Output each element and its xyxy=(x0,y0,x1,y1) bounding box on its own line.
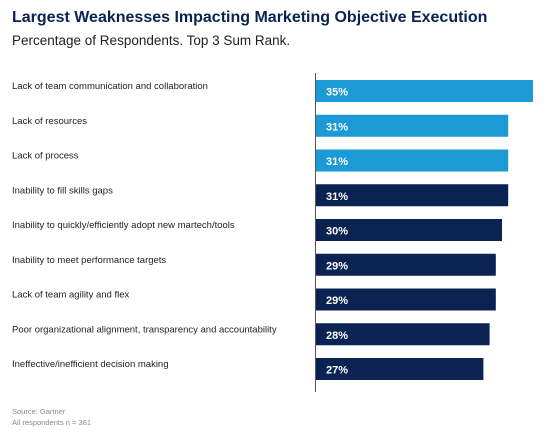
category-label: Lack of team communication and collabora… xyxy=(12,81,208,92)
chart-subtitle: Percentage of Respondents. Top 3 Sum Ran… xyxy=(12,33,291,48)
category-label: Ineffective/inefficient decision making xyxy=(12,359,169,370)
bar xyxy=(316,114,509,137)
bar-chart: Lack of team communication and collabora… xyxy=(12,73,533,392)
value-label: 31% xyxy=(326,121,348,133)
value-label: 35% xyxy=(326,87,348,99)
category-label: Lack of team agility and flex xyxy=(12,290,129,301)
category-label: Inability to quickly/efficiently adopt n… xyxy=(12,220,235,231)
category-label: Inability to meet performance targets xyxy=(12,255,166,266)
value-label: 31% xyxy=(326,191,348,203)
respondents-note: All respondents n = 361 xyxy=(12,418,92,427)
category-label: Inability to fill skills gaps xyxy=(12,185,113,196)
bar xyxy=(316,149,509,172)
category-label: Lack of process xyxy=(12,151,79,162)
value-label: 28% xyxy=(326,330,348,342)
bar xyxy=(316,253,496,276)
bar xyxy=(316,219,502,241)
value-label: 29% xyxy=(326,260,348,272)
category-label: Poor organizational alignment, transpare… xyxy=(12,324,277,335)
value-label: 31% xyxy=(326,156,348,168)
value-label: 30% xyxy=(326,226,348,238)
bar xyxy=(316,80,533,102)
value-label: 27% xyxy=(326,365,348,377)
chart-title: Largest Weaknesses Impacting Marketing O… xyxy=(12,9,488,26)
category-label: Lack of resources xyxy=(12,116,87,127)
bar xyxy=(316,288,496,311)
value-label: 29% xyxy=(326,295,348,307)
bar xyxy=(316,358,484,380)
source-note: Source: Gartner xyxy=(12,407,66,416)
bar xyxy=(316,323,490,346)
bar xyxy=(316,184,509,207)
